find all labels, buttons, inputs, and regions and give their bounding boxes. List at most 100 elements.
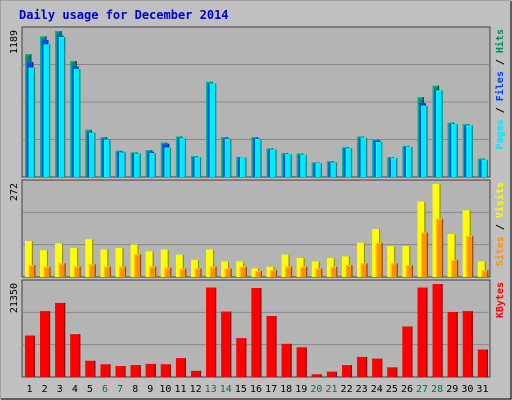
legend-hits: Hits — [494, 29, 506, 53]
bar-kbytes-day-2 — [40, 311, 51, 377]
bar-kbytes-day-22 — [342, 365, 353, 377]
hits-files-pages-legend: Pages / Files / Hits — [494, 29, 506, 149]
bar-sites-day-21 — [330, 266, 338, 277]
bar-pages-day-21 — [330, 162, 338, 177]
bar-pages-day-14 — [224, 138, 232, 177]
bar-sites-day-11 — [179, 268, 187, 277]
bar-pages-day-18 — [285, 154, 292, 177]
bar-kbytes-day-9 — [145, 363, 156, 377]
bar-sites-day-16 — [254, 270, 262, 277]
bar-kbytes-day-10 — [160, 364, 171, 377]
bar-pages-day-13 — [209, 83, 217, 177]
bar-sites-day-19 — [300, 266, 308, 277]
day-label: 23 — [356, 384, 368, 395]
bar-kbytes-day-14 — [221, 311, 232, 377]
bar-kbytes-day-1 — [25, 335, 35, 377]
day-label: 1 — [27, 384, 33, 395]
bar-kbytes-day-25 — [387, 367, 398, 377]
bar-kbytes-day-13 — [206, 287, 217, 377]
day-label: 10 — [159, 384, 171, 395]
bar-kbytes-day-6 — [100, 364, 111, 377]
visits-sites-plot-area — [21, 179, 491, 278]
bar-sites-day-8 — [134, 254, 142, 277]
day-label: 7 — [117, 384, 123, 395]
bar-pages-day-29 — [451, 124, 458, 177]
bar-pages-day-10 — [164, 147, 171, 177]
hits-files-pages-panel: 1189 Pages / Files / Hits — [9, 26, 506, 178]
bar-pages-day-28 — [436, 90, 443, 177]
bar-sites-day-1 — [28, 265, 36, 277]
day-label: 15 — [235, 384, 247, 395]
kbytes-legend: KBytes — [495, 282, 506, 318]
day-label: 3 — [57, 384, 63, 395]
bar-pages-day-26 — [406, 146, 413, 177]
bar-pages-day-12 — [194, 157, 202, 177]
bar-pages-day-19 — [300, 154, 307, 177]
bar-sites-day-4 — [73, 266, 81, 277]
day-label: 28 — [431, 384, 443, 395]
bar-kbytes-day-12 — [191, 370, 202, 377]
bar-kbytes-day-26 — [402, 326, 413, 377]
visits-sites-legend: Sites / Visits — [494, 182, 506, 266]
bar-visits-day-13 — [206, 249, 215, 277]
bar-kbytes-day-3 — [55, 302, 66, 377]
bar-visits-day-3 — [55, 243, 64, 277]
bar-kbytes-day-31 — [477, 349, 488, 377]
day-label: 13 — [205, 384, 217, 395]
bar-kbytes-day-21 — [326, 371, 337, 377]
legend-kbytes: KBytes — [495, 282, 506, 318]
bar-pages-day-23 — [360, 137, 368, 177]
visits-sites-panel: 272 Sites / Visits — [9, 179, 506, 278]
bar-sites-day-29 — [451, 259, 459, 277]
chart-panels: 1189 Pages / Files / Hits 272 Sites / Visit… — [9, 26, 506, 378]
bar-visits-day-9 — [145, 251, 154, 277]
bar-kbytes-day-19 — [296, 347, 307, 377]
day-label: 5 — [87, 384, 93, 395]
bar-kbytes-day-18 — [281, 343, 292, 377]
legend-visits: Visits — [494, 182, 506, 218]
day-label: 2 — [42, 384, 48, 395]
day-label: 12 — [190, 384, 202, 395]
bar-sites-day-9 — [149, 266, 157, 277]
bar-pages-day-15 — [239, 157, 247, 177]
bar-visits-day-5 — [85, 239, 94, 277]
legend-files: Files — [494, 71, 506, 101]
bar-visits-day-29 — [447, 234, 456, 277]
bar-pages-day-31 — [481, 159, 489, 177]
legend-sites: Sites — [494, 236, 506, 266]
day-label: 4 — [72, 384, 78, 395]
bar-sites-day-5 — [88, 264, 96, 277]
bar-visits-day-18 — [281, 254, 290, 277]
bar-visits-day-25 — [387, 246, 396, 277]
bar-sites-day-12 — [194, 268, 202, 277]
bar-sites-day-23 — [360, 263, 368, 277]
bar-pages-day-2 — [43, 44, 51, 178]
bar-sites-day-24 — [375, 242, 383, 277]
bar-kbytes-day-8 — [130, 365, 141, 377]
bar-pages-day-30 — [466, 125, 473, 177]
bar-visits-day-6 — [100, 249, 109, 277]
bar-kbytes-day-20 — [311, 374, 322, 377]
bar-kbytes-day-5 — [85, 360, 96, 377]
bar-pages-day-25 — [390, 157, 398, 177]
day-label: 8 — [132, 384, 138, 395]
bar-pages-day-9 — [149, 153, 156, 177]
day-label: 21 — [325, 384, 337, 395]
day-label: 6 — [102, 384, 108, 395]
bar-sites-day-15 — [239, 266, 247, 277]
bar-pages-day-4 — [73, 68, 81, 177]
bar-sites-day-18 — [285, 266, 293, 277]
bar-pages-day-8 — [134, 153, 141, 177]
hits-files-pages-bars — [25, 31, 489, 178]
bar-sites-day-28 — [436, 218, 444, 277]
bar-sites-day-6 — [103, 266, 111, 277]
day-label: 19 — [295, 384, 307, 395]
legend-pages: Pages — [495, 119, 506, 149]
bar-pages-day-3 — [58, 37, 66, 178]
bar-visits-day-26 — [402, 246, 411, 277]
bar-visits-day-7 — [115, 247, 124, 277]
bar-pages-day-1 — [28, 67, 36, 177]
day-label: 29 — [446, 384, 458, 395]
chart-title: Daily usage for December 2014 — [19, 8, 229, 22]
